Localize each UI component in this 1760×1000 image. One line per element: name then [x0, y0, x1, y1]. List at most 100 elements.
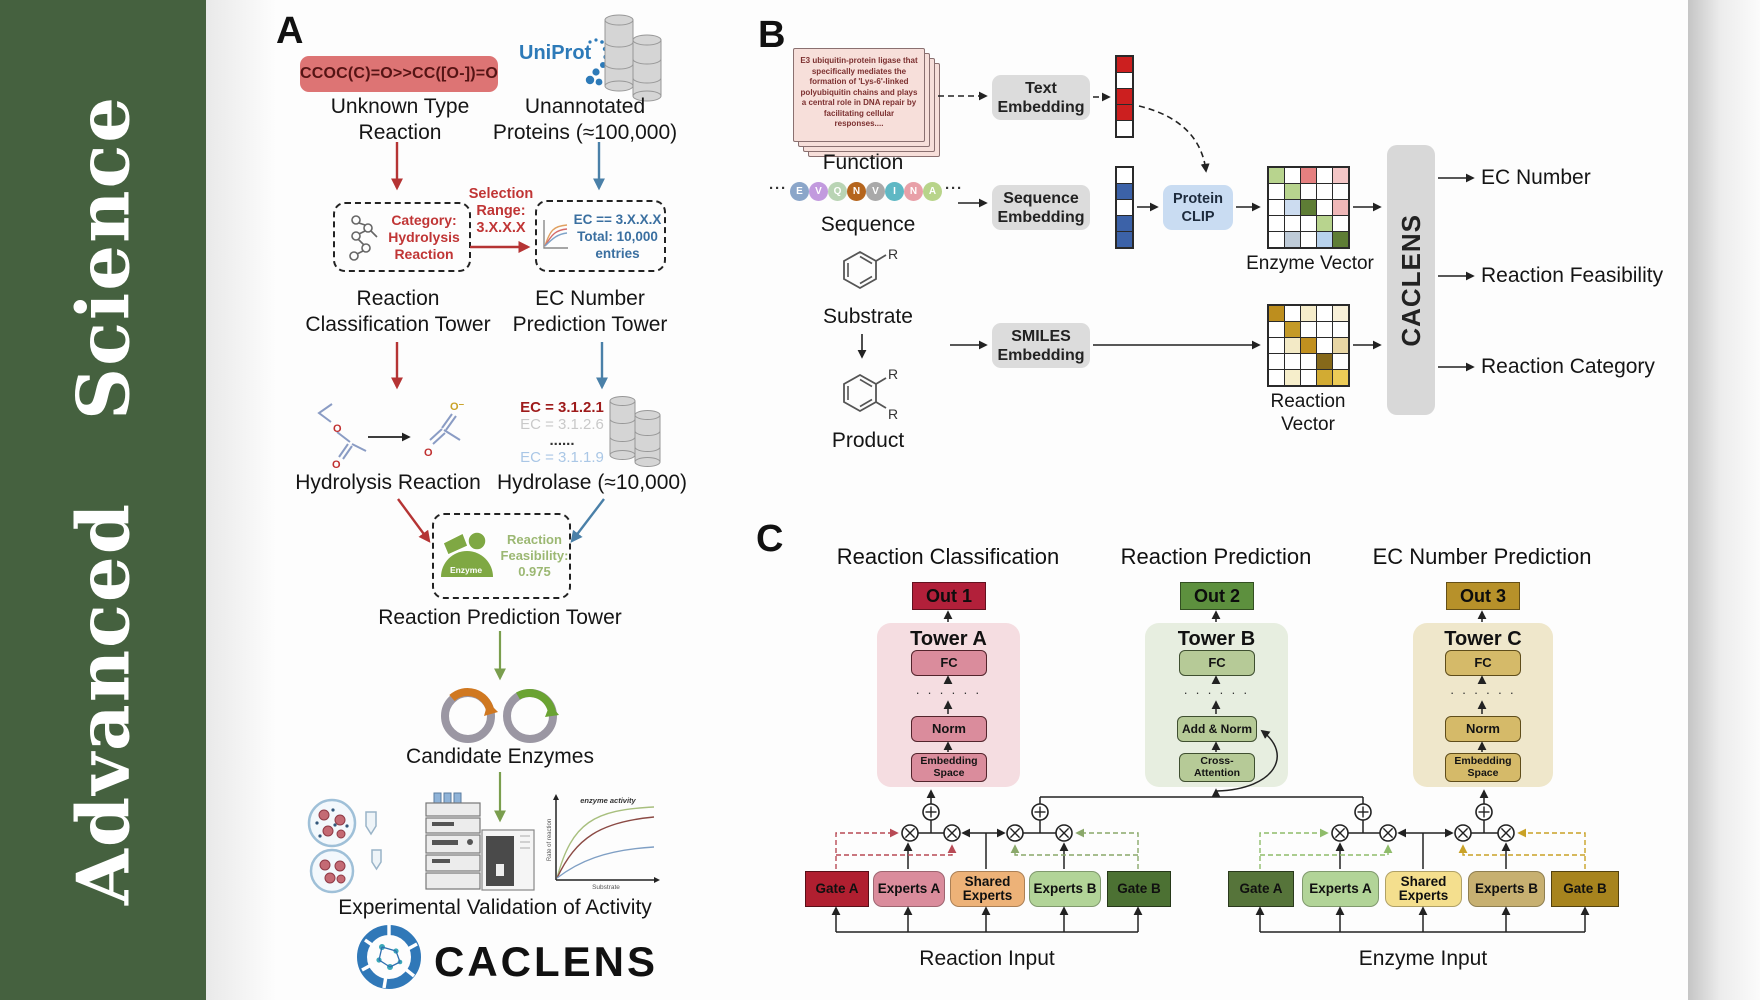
reaction-input-label: Reaction Input — [919, 947, 1055, 970]
col2-title: Reaction Prediction — [1120, 544, 1312, 569]
tower-a-dots: · · · · · · — [915, 685, 982, 700]
category-text: Category: Hydrolysis Reaction — [388, 211, 460, 262]
caclens-wordmark: CACLENS — [434, 938, 659, 985]
classification-tower-label: Reaction Classification Tower — [305, 287, 491, 336]
ellipsis-left: ··· — [769, 180, 787, 197]
sequence-vector — [1115, 166, 1134, 249]
enzyme-input-label: Enzyme Input — [1358, 947, 1488, 970]
moe2-experts-a: Experts A — [1302, 871, 1379, 907]
output-ec-number: EC Number — [1481, 166, 1591, 189]
svg-text:O: O — [332, 459, 341, 470]
product-label: Product — [831, 429, 905, 452]
product-r2-label: R — [888, 406, 899, 422]
reaction-vector-label: Reaction Vector — [1270, 391, 1346, 435]
tower-a-title: Tower A — [910, 628, 987, 650]
feasibility-box: Enzyme Reaction Feasibility: 0.975 — [432, 513, 571, 599]
moe2-gate-b: Gate B — [1551, 871, 1619, 907]
tower-a-fc: FC — [911, 650, 987, 676]
category-box: Category: Hydrolysis Reaction — [333, 202, 471, 272]
svg-text:enzyme activity: enzyme activity — [580, 796, 636, 805]
tower-b-fc: FC — [1179, 650, 1255, 676]
hplc-instrument-icon — [425, 792, 535, 891]
molecule-scribble-icon — [349, 215, 378, 261]
panel-a-label: A — [276, 10, 304, 52]
text-embedding-box: Text Embedding — [992, 75, 1090, 120]
database-icon-top — [604, 14, 662, 102]
smiles-embedding-box: SMILES Embedding — [992, 323, 1090, 368]
product-r1-label: R — [888, 366, 899, 382]
moe1-shared-experts: Shared Experts — [950, 871, 1025, 907]
ec-tower-label: EC Number Prediction Tower — [512, 287, 668, 336]
journal-banner: Advanced Science — [0, 0, 206, 1000]
database-icon-mid — [609, 396, 661, 467]
prediction-tower-label: Reaction Prediction Tower — [378, 606, 622, 629]
output-reaction-feasibility: Reaction Feasibility — [1481, 264, 1664, 287]
text-vector — [1115, 55, 1134, 138]
tower-b-addnorm: Add & Norm — [1177, 716, 1257, 742]
tower-c-title: Tower C — [1444, 628, 1522, 650]
protein-clip-box: Protein CLIP — [1163, 185, 1233, 230]
unknown-reaction-label: Unknown Type Reaction — [330, 95, 470, 144]
function-card: E3 ubiquitin-protein ligase that specifi… — [793, 48, 925, 142]
function-label: Function — [822, 151, 904, 174]
page-fold-shadow-right — [1688, 0, 1760, 1000]
out-1-box: Out 1 — [912, 582, 986, 610]
caclens-logo-icon — [357, 925, 421, 989]
moe2-experts-b: Experts B — [1468, 871, 1545, 907]
enzyme-vector-grid — [1267, 166, 1350, 249]
hydrolysis-label: Hydrolysis Reaction — [295, 471, 481, 494]
svg-text:Enzyme: Enzyme — [449, 565, 481, 575]
reaction-vector-grid — [1267, 304, 1350, 387]
candidate-enzymes-label: Candidate Enzymes — [406, 745, 594, 768]
moe-operator-icons — [901, 803, 1515, 842]
svg-text:O⁻: O⁻ — [450, 401, 465, 413]
ester-molecule-icon: O O — [317, 403, 367, 470]
curves-icon — [542, 220, 568, 249]
moe2-shared-experts: Shared Experts — [1385, 871, 1462, 907]
plasmid-icons — [441, 688, 559, 743]
function-card-text: E3 ubiquitin-protein ligase that specifi… — [800, 56, 918, 128]
enzyme-icon: Enzyme — [440, 531, 493, 577]
ec-filter-box: EC == 3.X.X.X Total: 10,000 entries — [535, 200, 666, 272]
col1-title: Reaction Classification — [836, 544, 1060, 569]
enzyme-vector-label: Enzyme Vector — [1246, 253, 1374, 274]
ec-filter-text: EC == 3.X.X.X Total: 10,000 entries — [573, 211, 662, 261]
ec-candidate-list: EC = 3.1.2.1 EC = 3.1.2.6...... EC = 3.1.1… — [520, 399, 604, 466]
panel-c-label: C — [756, 518, 784, 560]
moe1-experts-a: Experts A — [873, 871, 945, 907]
caclens-bar: CACLENS — [1387, 145, 1435, 415]
svg-text:O: O — [333, 423, 342, 435]
unannotated-label: Unannotated Proteins (≈100,000) — [492, 95, 678, 144]
tower-c-norm: Norm — [1445, 716, 1521, 742]
sequence-embedding-box: Sequence Embedding — [992, 185, 1090, 230]
svg-text:O: O — [424, 447, 433, 459]
substrate-label: Substrate — [823, 305, 913, 328]
feasibility-text: Reaction Feasibility: 0.975 — [500, 532, 569, 579]
tower-c-embedding: Embedding Space — [1445, 753, 1521, 782]
activity-plot: enzyme activity Rate of reaction Substra… — [547, 794, 660, 891]
col3-title: EC Number Prediction — [1372, 544, 1592, 569]
tower-c-dots: · · · · · · — [1449, 685, 1517, 700]
sequence-label: Sequence — [820, 213, 916, 236]
moe2-gate-a: Gate A — [1228, 871, 1294, 907]
page-fold-shadow-left — [206, 0, 276, 1000]
panel-b-label: B — [758, 14, 786, 56]
out-2-box: Out 2 — [1180, 582, 1254, 610]
smiles-box: CCOC(C)=O>>CC([O-])=O — [300, 56, 498, 92]
tower-c-fc: FC — [1445, 650, 1521, 676]
moe1-gate-b: Gate B — [1107, 871, 1171, 907]
moe1-experts-b: Experts B — [1029, 871, 1101, 907]
tower-a-embedding: Embedding Space — [911, 753, 987, 782]
petri-dish-icon — [307, 798, 382, 894]
uniprot-logo: UniProt — [519, 42, 592, 64]
validation-label: Experimental Validation of Activity — [338, 896, 652, 919]
selection-range-label: Selection Range: 3.X.X.X — [468, 186, 534, 236]
tower-b-cross-attention: Cross-Attention — [1179, 753, 1255, 782]
hydrolase-label: Hydrolase (≈10,000) — [496, 471, 688, 494]
acetate-molecule-icon: O⁻ O — [424, 401, 465, 459]
output-reaction-category: Reaction Category — [1481, 355, 1655, 378]
moe1-gate-a: Gate A — [805, 871, 869, 907]
